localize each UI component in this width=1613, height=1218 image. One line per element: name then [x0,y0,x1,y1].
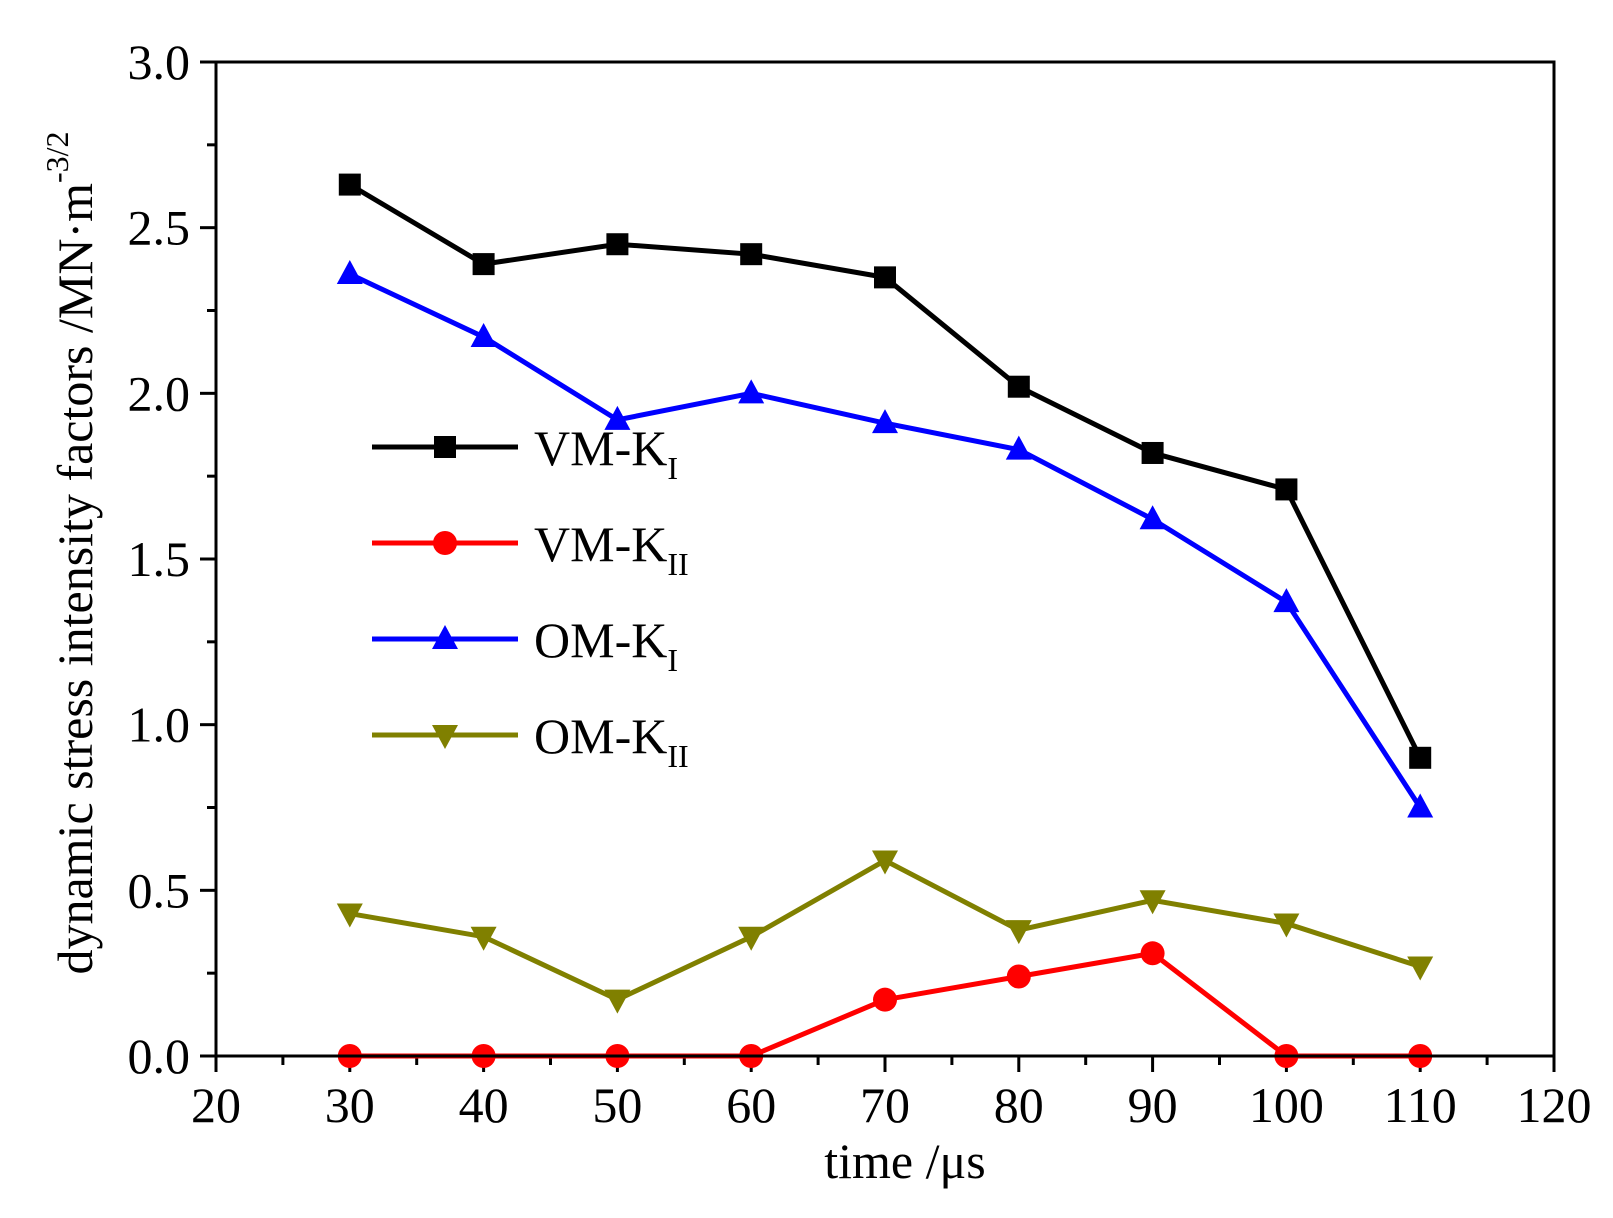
data-point-om-kii [738,926,765,951]
data-point-om-kii [604,989,631,1014]
y-tick-label: 1.5 [128,531,191,587]
data-point-om-ki [1407,793,1434,818]
series-om-kii [336,850,1434,1014]
y-tick-label: 2.5 [128,200,191,256]
legend-label: OM-KI [534,612,678,678]
y-tick-label: 0.0 [128,1028,191,1084]
x-tick-label: 50 [592,1077,642,1133]
legend-label: VM-KI [534,420,678,486]
data-point-vm-ki [606,233,629,256]
x-axis-title: time /μs [824,1133,986,1189]
data-point-om-kii [1407,956,1434,981]
data-point-vm-ki [1007,375,1030,398]
y-tick-label: 2.0 [128,365,191,421]
x-tick-label: 90 [1128,1077,1178,1133]
data-point-vm-ki [338,173,361,196]
y-axis-title-text: dynamic stress intensity factors /MN·m-3… [39,131,103,974]
data-point-om-ki [738,379,765,404]
series-vm-ki [338,173,1432,769]
data-point-om-kii [872,850,898,875]
data-point-vm-ki [740,243,763,266]
data-point-vm-kii [873,987,897,1012]
x-tick-label: 40 [459,1077,509,1133]
legend-swatch-marker [433,531,457,555]
series-layer [336,173,1434,1068]
series-line-om-kii [349,857,1421,1003]
data-point-vm-kii [1006,964,1031,989]
x-tick-label: 60 [726,1077,776,1133]
legend-item-vm-ki: VM-KI [372,420,678,486]
legend-label: VM-KII [534,516,689,582]
y-axis-title: dynamic stress intensity factors /MN·m-3… [39,131,103,974]
y-tick-label: 3.0 [128,34,191,90]
legend-item-vm-kii: VM-KII [372,516,689,582]
y-tick-label: 0.5 [128,862,191,918]
legend-swatch-marker [432,625,458,649]
data-point-om-kii [470,926,497,951]
data-point-om-ki [470,323,497,348]
data-point-om-ki [604,405,631,430]
data-point-om-kii [1005,920,1032,945]
legend-swatch-marker [432,725,458,749]
legend: VM-KI VM-KII OM-KI OM-KII [372,420,689,774]
y-tick-label: 1.0 [128,697,191,753]
axis-ticks: 20 30 40 50 60 70 80 90 100 110 120 0.0 0.5 1.0 1.5 2.0… [128,34,1592,1133]
legend-label: OM-KII [534,708,689,774]
data-point-vm-ki [1409,746,1432,769]
data-point-om-ki [336,260,363,285]
series-om-ki [336,260,1434,818]
data-point-om-ki [1139,505,1166,530]
legend-swatch-marker [434,436,456,458]
data-point-om-ki [1005,435,1032,460]
data-point-om-kii [1273,913,1300,938]
data-point-vm-ki [472,253,495,276]
data-point-om-kii [336,903,363,928]
x-tick-label: 20 [191,1077,241,1133]
data-point-vm-ki [1141,441,1164,464]
data-point-vm-ki [1275,478,1298,501]
series-vm-kii [337,941,1433,1068]
data-point-om-kii [1139,890,1166,915]
x-tick-label: 100 [1249,1077,1324,1133]
x-tick-label: 70 [860,1077,910,1133]
data-point-vm-ki [874,266,896,289]
legend-item-om-kii: OM-KII [372,708,689,774]
x-tick-label: 110 [1384,1077,1457,1133]
x-tick-label: 80 [994,1077,1044,1133]
x-tick-label: 30 [325,1077,375,1133]
data-point-om-ki [872,409,898,434]
legend-item-om-ki: OM-KI [372,612,678,678]
plot-frame [214,60,1556,1058]
data-point-vm-kii [1140,941,1165,966]
data-point-om-ki [1273,588,1300,613]
x-tick-label: 120 [1517,1077,1592,1133]
